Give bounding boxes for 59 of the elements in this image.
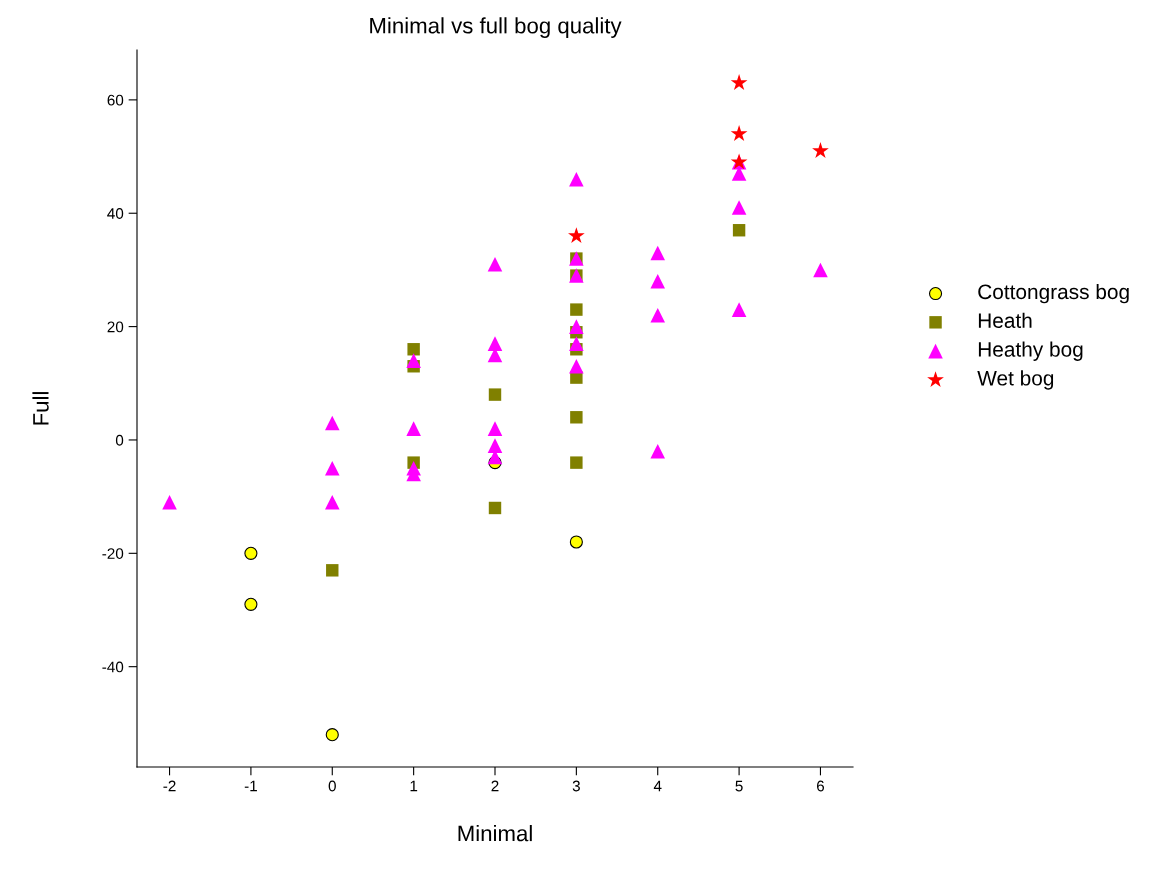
- y-tick-label: 0: [115, 434, 124, 446]
- x-axis-title: Minimal: [458, 824, 532, 842]
- point: [488, 388, 502, 401]
- point: [244, 597, 258, 611]
- point: [569, 319, 584, 334]
- point: [324, 461, 340, 476]
- point: [730, 125, 748, 141]
- point: [570, 456, 583, 469]
- point: [324, 415, 340, 431]
- y-tick-label: 20: [107, 321, 124, 333]
- y-tick-label: 40: [107, 208, 124, 219]
- point: [568, 227, 585, 244]
- point: [569, 358, 584, 374]
- point: [569, 535, 583, 549]
- point: [650, 273, 666, 289]
- point: [406, 421, 421, 436]
- point: [407, 343, 420, 356]
- x-tick-label: -1: [244, 780, 257, 792]
- point: [324, 495, 340, 510]
- chart-title: Minimal vs full bog quality: [370, 17, 622, 38]
- y-tick-label: -20: [102, 548, 124, 559]
- x-tick-label: -2: [163, 780, 176, 792]
- point: [488, 501, 502, 515]
- point: [732, 224, 746, 237]
- x-tick-label: 5: [735, 780, 743, 792]
- legend-label: Heathy bog: [978, 341, 1083, 361]
- point: [570, 303, 583, 316]
- point: [650, 307, 666, 323]
- point: [325, 728, 339, 742]
- x-tick-label: 1: [410, 780, 418, 792]
- y-axis-title: Full: [32, 392, 49, 425]
- y-tick-label: -40: [102, 661, 124, 673]
- point: [812, 142, 829, 158]
- point: [569, 171, 584, 187]
- point: [569, 336, 584, 351]
- point: [813, 262, 828, 278]
- legend-label: Wet bog: [977, 370, 1054, 390]
- point: [487, 438, 503, 453]
- x-tick-label: 2: [491, 780, 499, 792]
- point: [326, 564, 339, 577]
- x-tick-label: 6: [816, 780, 825, 792]
- point: [570, 411, 583, 424]
- point: [244, 546, 258, 560]
- point: [162, 495, 177, 510]
- point: [487, 336, 503, 351]
- x-tick-label: 4: [653, 780, 662, 792]
- legend-label: Heath: [978, 312, 1032, 328]
- point: [730, 74, 748, 90]
- point: [650, 245, 666, 261]
- x-tick-label: 0: [328, 780, 336, 792]
- legend-label: Cottongrass bog: [978, 283, 1129, 304]
- point: [731, 200, 747, 215]
- point: [731, 302, 747, 317]
- point: [487, 256, 503, 272]
- y-tick-label: 60: [107, 94, 124, 106]
- x-tick-label: 3: [572, 780, 580, 792]
- point: [650, 444, 666, 459]
- point: [487, 421, 503, 436]
- point: [406, 353, 421, 368]
